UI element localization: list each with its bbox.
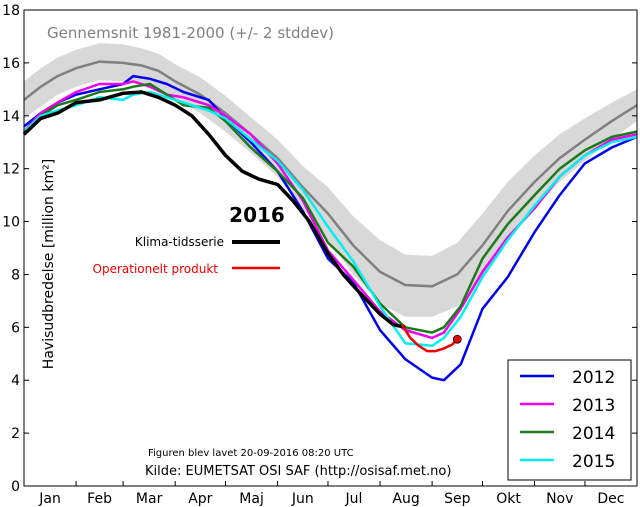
x-tick-label: Feb xyxy=(87,491,112,507)
operational-series-label: Operationelt produkt xyxy=(93,262,219,276)
chart-title: Gennemsnit 1981-2000 (+/- 2 stddev) xyxy=(47,24,334,42)
legend-label-2013: 2013 xyxy=(572,396,615,416)
x-tick-label: Dec xyxy=(597,491,624,507)
year-2016-label: 2016 xyxy=(229,203,285,227)
series-line-2016-operational xyxy=(400,324,459,353)
y-tick-label: 16 xyxy=(2,56,20,72)
y-tick-label: 18 xyxy=(2,3,20,19)
legend-label-2014: 2014 xyxy=(572,424,615,444)
y-tick-label: 14 xyxy=(2,109,20,125)
x-tick-label: Maj xyxy=(239,491,264,507)
legend-label-2015: 2015 xyxy=(572,452,615,472)
y-axis-label: Havisudbredelse [million km²] xyxy=(41,159,57,369)
source-note: Kilde: EUMETSAT OSI SAF (http://osisaf.m… xyxy=(145,464,451,479)
mean-1981-2000-line xyxy=(23,60,638,288)
x-tick-label: Nov xyxy=(546,491,573,507)
y-tick-label: 2 xyxy=(11,426,20,442)
x-tick-label: Jul xyxy=(345,491,363,507)
legend: 2012 2013 2014 2015 xyxy=(507,359,632,481)
x-tick-label: Okt xyxy=(496,491,521,507)
climate-series-label: Klima-tidsserie xyxy=(135,235,224,249)
y-tick-label: 8 xyxy=(11,267,20,283)
x-tick-label: Sep xyxy=(444,491,471,507)
axes: 0 2 4 6 8 10 12 14 16 18 Jan Feb Mar Apr Maj Jun Jul Aug S… xyxy=(2,3,638,507)
y-tick-label: 12 xyxy=(2,162,20,178)
x-tick-label: Mar xyxy=(136,491,163,507)
series-line-2016-climate xyxy=(22,90,406,330)
stddev-band xyxy=(24,43,637,317)
series-line-2014 xyxy=(23,82,638,334)
x-tick-label: Aug xyxy=(392,491,419,507)
figure-date-note: Figuren blev lavet 20-09-2016 08:20 UTC xyxy=(148,448,354,459)
y-tick-label: 0 xyxy=(11,479,20,495)
x-tick-label: Jun xyxy=(291,491,314,507)
y-tick-label: 10 xyxy=(2,215,20,231)
plot-frame xyxy=(23,9,638,487)
y-tick-label: 6 xyxy=(11,320,20,336)
plot-area xyxy=(22,43,638,382)
x-tick-label: Apr xyxy=(188,491,212,507)
series-line-2015 xyxy=(23,90,638,348)
y-tick-label: 4 xyxy=(11,373,20,389)
legend-label-2012: 2012 xyxy=(572,368,615,388)
x-tick-label: Jan xyxy=(38,491,61,507)
current-value-point xyxy=(452,334,462,344)
